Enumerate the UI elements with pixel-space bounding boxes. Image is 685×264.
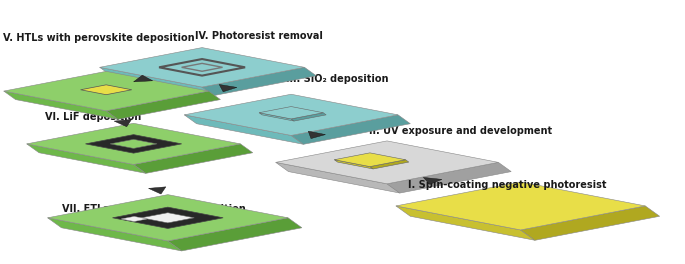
Polygon shape [334,160,373,169]
Text: I. Spin-coating negative photoresist: I. Spin-coating negative photoresist [408,180,606,190]
Polygon shape [275,162,400,193]
Polygon shape [423,177,442,185]
Polygon shape [27,123,240,164]
Text: IV. Photoresist removal: IV. Photoresist removal [195,31,323,41]
Polygon shape [114,120,132,127]
Polygon shape [259,107,323,119]
Polygon shape [27,144,146,173]
Polygon shape [387,162,511,193]
Polygon shape [99,67,214,96]
Polygon shape [110,139,157,148]
Polygon shape [219,84,237,92]
Polygon shape [134,144,253,173]
Polygon shape [370,160,409,169]
Polygon shape [182,63,223,71]
Polygon shape [121,216,147,221]
Text: II. UV exposure and development: II. UV exposure and development [369,126,551,136]
Polygon shape [259,113,294,121]
Polygon shape [4,91,118,119]
Polygon shape [184,94,398,135]
Text: VI. LiF deposition: VI. LiF deposition [45,112,141,122]
Polygon shape [275,141,498,184]
Polygon shape [396,182,645,230]
Polygon shape [184,115,303,144]
Polygon shape [202,67,316,96]
Polygon shape [521,206,660,240]
Polygon shape [141,213,195,223]
Text: V. HTLs with perovskite deposition: V. HTLs with perovskite deposition [3,33,195,43]
Polygon shape [168,218,302,251]
Polygon shape [112,207,223,228]
Polygon shape [334,153,406,167]
Polygon shape [47,195,288,241]
Polygon shape [291,115,410,144]
Polygon shape [47,218,182,251]
Polygon shape [99,48,304,87]
Polygon shape [86,135,182,153]
Polygon shape [106,91,221,119]
Polygon shape [396,206,535,240]
Text: VII. ETLs with cathode deposition: VII. ETLs with cathode deposition [62,204,245,214]
Polygon shape [4,71,208,111]
Polygon shape [308,131,325,139]
Polygon shape [149,187,166,194]
Polygon shape [81,85,132,95]
Polygon shape [159,59,245,76]
Polygon shape [134,75,153,82]
Text: III. SiO₂ deposition: III. SiO₂ deposition [286,74,389,84]
Polygon shape [291,113,326,121]
